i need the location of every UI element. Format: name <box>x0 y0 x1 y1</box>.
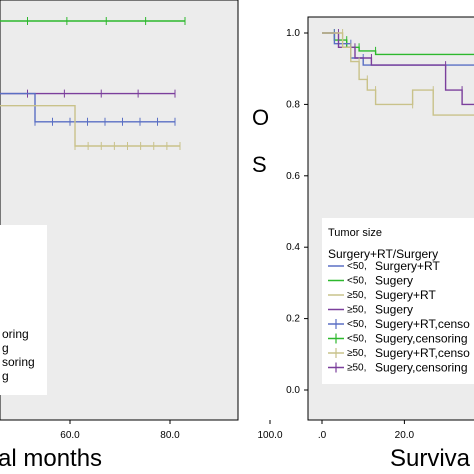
left-legend-fragment-4: g <box>2 369 9 383</box>
legend-title: Tumor size <box>328 227 382 239</box>
legend-label: Sugery+RT,censo <box>375 346 470 360</box>
right-y-axis-label: O <box>252 105 269 130</box>
right-legend: Tumor size Surgery+RT/Surgery <50, Surger… <box>322 218 474 384</box>
legend-symbol: ≥50, <box>347 305 366 316</box>
right-y-tick-label: 0.2 <box>286 314 300 325</box>
right-y-tick-label: 0.0 <box>286 385 300 396</box>
right-y-tick-label: 0.6 <box>286 171 300 182</box>
right-curve-4 <box>322 32 474 116</box>
legend-symbol: ≥50, <box>347 348 366 359</box>
legend-symbol: ≥50, <box>347 290 366 301</box>
legend-symbol: <50, <box>347 334 367 345</box>
left-curves <box>0 17 186 150</box>
left-legend-fragment-1: oring <box>2 327 29 341</box>
legend-label: Sugery <box>375 274 413 288</box>
legend-symbol: <50, <box>347 276 367 287</box>
left-x-tick-label: 100.0 <box>257 430 282 441</box>
left-x-axis-label: al months <box>0 445 102 472</box>
right-legend-box <box>322 218 474 384</box>
legend-subtitle: Surgery+RT/Surgery <box>328 247 438 261</box>
legend-symbol: <50, <box>347 319 367 330</box>
right-y-tick-label: 0.8 <box>286 99 300 110</box>
right-x-axis-label: Surviva <box>390 445 471 472</box>
left-legend-fragment-2: g <box>2 341 9 355</box>
right-curves <box>322 29 474 116</box>
left-x-tick-label: 80.0 <box>160 430 180 441</box>
right-y-tick-label: 0.4 <box>286 242 300 253</box>
legend-label: Sugery+RT <box>375 288 436 302</box>
right-x-tick-label: .0 <box>318 430 327 441</box>
legend-label: Sugery,censoring <box>375 332 468 346</box>
right-y-axis-label-2: S <box>252 152 267 177</box>
legend-label: Surgery+RT <box>375 259 440 273</box>
right-ticks: 0.00.20.40.60.81.0.020.040.0 <box>286 28 415 441</box>
left-legend: oring g soring g <box>0 225 47 395</box>
right-panel: 0.00.20.40.60.81.0.020.040.0 O S Surviva… <box>252 16 474 472</box>
legend-symbol: <50, <box>347 261 367 272</box>
right-x-tick-label: 20.0 <box>395 430 415 441</box>
legend-label: Sugery,censoring <box>375 361 468 375</box>
legend-label: Sugery <box>375 303 413 317</box>
legend-symbol: ≥50, <box>347 363 366 374</box>
left-legend-fragment-3: soring <box>2 355 35 369</box>
legend-entries: <50, Surgery+RT <50, Sugery ≥50, Sugery+RT ≥50… <box>328 259 470 375</box>
left-legend-box <box>0 225 47 395</box>
left-x-tick-label: 60.0 <box>60 430 80 441</box>
right-y-tick-label: 1.0 <box>286 28 300 39</box>
legend-label: Sugery+RT,censo <box>375 317 470 331</box>
